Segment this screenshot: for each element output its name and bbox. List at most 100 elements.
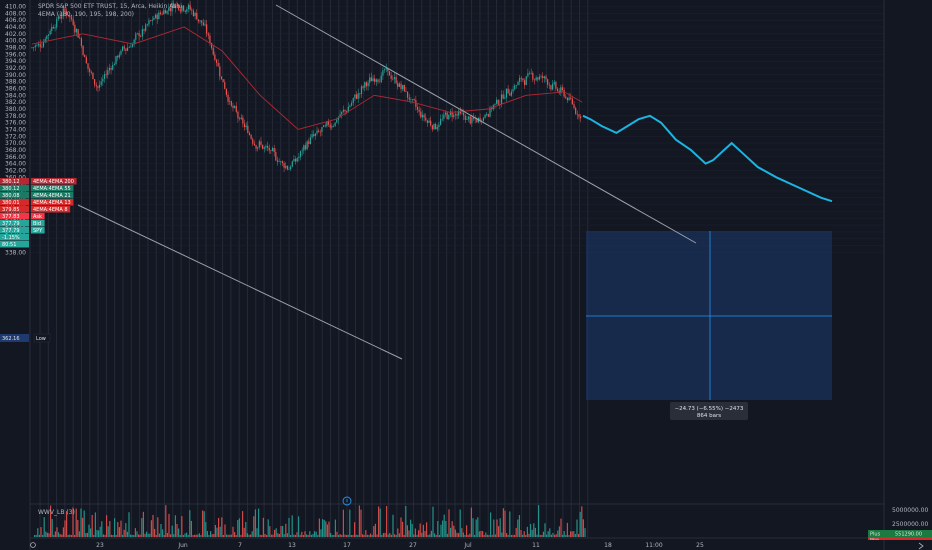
volume-bar [246,533,248,537]
volume-bar [202,510,204,537]
volume-bar [365,530,367,537]
volume-bar [208,534,210,537]
volume-bar [141,518,143,537]
volume-bar [454,529,456,537]
alert-icon[interactable] [342,496,352,506]
volume-bar [184,533,186,537]
candle-body [238,118,241,119]
symbol-legend[interactable]: SPDR S&P 500 ETF TRUST, 15, Arca, Heikin… [38,3,182,10]
volume-bar [504,510,506,537]
volume-bar [51,519,53,537]
volume-bar [274,529,276,537]
candle-body [214,54,216,60]
volume-bar [533,523,535,537]
candle-body [42,42,45,47]
volume-bar [301,531,303,537]
volume-bar [322,519,324,537]
forecast-path[interactable] [582,114,833,203]
volume-bar [547,531,549,537]
price-tag-value-box [0,213,29,220]
volume-bar [130,534,132,537]
indicator-legend[interactable]: 4EMA (180, 190, 195, 198, 200) [38,11,134,18]
volume-bar [67,534,69,537]
candle-body [369,77,371,83]
candle-body [171,3,173,12]
volume-bar [422,524,424,537]
volume-bar [96,530,98,537]
candle-body [65,10,68,15]
price-tag-value-box [0,234,29,241]
volume-bar [435,534,437,537]
price-tag-value-box [0,178,29,185]
volume-bars [34,505,586,537]
time-tick: Jun [177,542,188,549]
candle-body [281,161,284,164]
volume-bar [133,534,135,537]
volume-bar [398,533,400,537]
candle-body [433,123,435,130]
price-tag-label-box [31,178,77,185]
volume-bar [126,531,128,537]
candle-body [491,107,493,110]
volume-bar [232,526,234,537]
volume-bar [330,533,332,537]
candle-body [186,9,188,12]
volume-bar [366,534,368,537]
volume-bar [494,534,496,537]
candle-body [199,20,201,22]
candle-body [117,56,119,58]
candle-body [540,76,542,77]
candle-body [505,88,508,98]
volume-bar [498,526,500,537]
gear-icon[interactable] [30,542,36,548]
price-tag-value: 380.12 [2,179,20,185]
volume-bar [70,534,72,537]
candle-body [298,156,300,159]
candle-body [242,117,244,124]
candle-body [469,116,471,124]
lower-trendline[interactable] [77,204,403,360]
candle-body [489,107,491,117]
price-tick: 364.00 [5,161,26,168]
candle-body [222,79,224,83]
volume-bar [250,534,252,537]
candle-body [382,70,384,76]
volume-bar [291,515,293,537]
price-tick: 402.00 [5,31,26,38]
candle-body [500,94,503,105]
volume-bar [450,527,452,537]
candle-body [507,88,509,94]
candle-body [278,161,280,163]
volume-bar [230,534,232,537]
candle-body [308,141,310,144]
volume-bar [509,511,511,537]
price-tick: 338.00 [5,249,26,256]
volume-bar [82,517,84,537]
upper-trendline[interactable] [275,4,697,244]
candle-body [570,97,572,99]
price-tag-value: -1.15% [2,235,20,241]
volume-bar [461,528,463,537]
candle-body [37,43,40,46]
price-tick: 400.00 [5,38,26,45]
candle-body [380,75,382,83]
volume-legend[interactable]: WWV_LB (3) [38,509,75,516]
price-tag-label: 4EMA:4EMA 8 [33,207,68,213]
candle-body [476,118,478,123]
candle-body [439,119,442,125]
candle-body [72,19,74,25]
low-tag [0,334,29,342]
volume-bar [405,505,407,537]
volume-bar [462,532,464,537]
price-tick: 382.00 [5,99,26,106]
candle-body [168,8,170,11]
candle-body [319,131,321,133]
time-axis[interactable]: 23 Jun 7 13 17 27 Jul 11 18 11:00 25 [96,542,704,549]
volume-bar [355,534,357,537]
candle-body [537,77,539,80]
volume-bar [155,534,157,537]
chevron-right-icon[interactable] [918,542,924,550]
volume-bar [413,534,415,537]
measure-box[interactable] [586,231,832,400]
